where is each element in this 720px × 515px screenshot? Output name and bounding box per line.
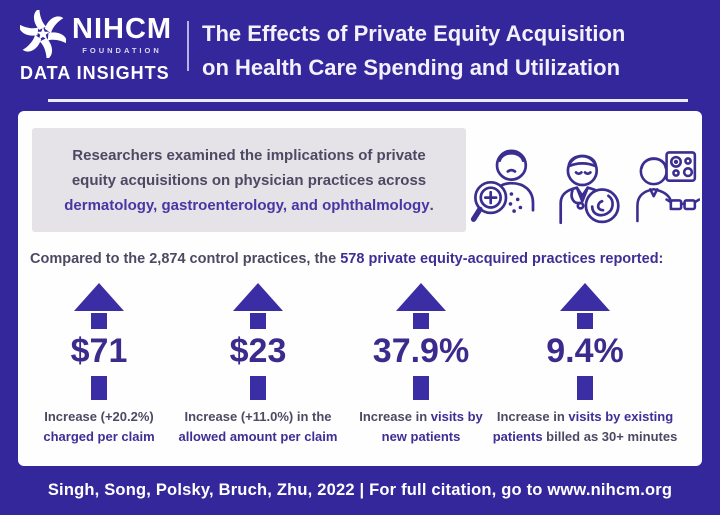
specialties-text: dermatology, gastroenterology, and ophth…: [64, 196, 430, 214]
increase-arrow-icon: [560, 283, 610, 329]
summary-line3: dermatology, gastroenterology, and ophth…: [32, 193, 466, 218]
stat-caption: Increase in visits by new patients: [359, 409, 483, 444]
increase-arrow-icon: [74, 283, 124, 329]
ophthalmology-eye-exam-icon: [636, 151, 700, 223]
page-title-line2: on Health Care Spending and Utilization: [202, 55, 621, 80]
gastroenterology-doctor-icon: [559, 154, 620, 225]
stat-existing-patient-visits: 9.4% Increase in visits by existing pati…: [482, 283, 688, 447]
stat-value: 37.9%: [372, 332, 470, 370]
specialty-icons: [470, 133, 700, 233]
nihcm-logo: NIHCM FOUNDATION DATA INSIGHTS: [20, 10, 190, 84]
study-summary-box: Researchers examined the implications of…: [32, 128, 466, 232]
stat-value: $71: [70, 332, 128, 370]
comparison-prefix: Compared to the 2,874 control practices,…: [30, 251, 341, 267]
summary-line2: equity acquisitions on physician practic…: [71, 171, 427, 189]
arrow-stem: [250, 376, 266, 400]
nihcm-pinwheel-icon: [20, 10, 66, 58]
header-vertical-divider: [187, 21, 189, 71]
increase-arrow-icon: [233, 283, 283, 329]
logo-program-name: DATA INSIGHTS: [20, 63, 170, 83]
citation-footer: Singh, Song, Polsky, Bruch, Zhu, 2022 | …: [0, 466, 720, 515]
arrow-stem: [577, 376, 593, 400]
comparison-bold: 578 private equity-acquired practices re…: [340, 251, 664, 267]
stat-allowed-amount: $23 Increase (+11.0%) in the allowed amo…: [169, 283, 347, 447]
stat-caption: Increase (+20.2%) charged per claim: [43, 409, 155, 444]
page-title-line1: The Effects of Private Equity Acquisitio…: [202, 21, 626, 46]
stat-value: $23: [229, 332, 287, 370]
stats-row: $71 Increase (+20.2%) charged per claim …: [18, 283, 702, 463]
arrow-stem: [413, 376, 429, 400]
comparison-statement: Compared to the 2,874 control practices,…: [30, 249, 698, 269]
stat-caption: Increase (+11.0%) in the allowed amount …: [178, 409, 338, 444]
logo-suborg-name: FOUNDATION: [82, 46, 162, 55]
stat-new-patient-visits: 37.9% Increase in visits by new patients: [354, 283, 488, 447]
content-panel: Researchers examined the implications of…: [18, 111, 702, 466]
stat-value: 9.4%: [546, 332, 624, 370]
dermatology-skin-exam-icon: [470, 149, 535, 222]
citation-text: Singh, Song, Polsky, Bruch, Zhu, 2022 | …: [47, 481, 673, 499]
summary-line1: Researchers examined the implications of…: [72, 146, 426, 164]
header-horizontal-divider: [48, 99, 688, 102]
stat-charged-per-claim: $71 Increase (+20.2%) charged per claim: [29, 283, 169, 447]
page-title: The Effects of Private Equity Acquisitio…: [202, 17, 702, 85]
stat-caption: Increase in visits by existing patients …: [492, 409, 678, 444]
logo-org-name: NIHCM: [72, 13, 173, 45]
increase-arrow-icon: [396, 283, 446, 329]
specialties-period: .: [429, 196, 434, 214]
arrow-stem: [91, 376, 107, 400]
